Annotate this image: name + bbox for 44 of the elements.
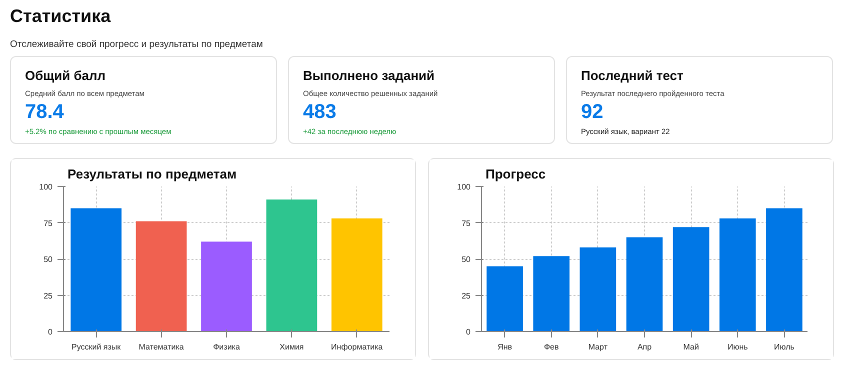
x-tick-label: Апр [637,342,652,352]
bar [70,208,122,332]
y-tick-label: 100 [39,182,54,192]
y-tick-label: 75 [462,218,472,228]
text: Последний тест [581,67,684,85]
x-tick-label: Физика [213,342,240,352]
bar [533,256,570,332]
x-tick-label: Фев [544,342,559,352]
x-tick-label: Март [588,342,608,352]
x-tick-label: Химия [280,342,304,352]
text: Отслеживайте свой прогресс и результаты по предметам [10,38,263,52]
y-tick-label: 50 [44,255,54,264]
bar [486,266,523,332]
text: Общий балл [25,67,106,85]
text: Статистика [10,5,112,28]
text: 483 [303,101,338,124]
bar [626,237,663,332]
bar [766,208,802,332]
bar [580,247,616,332]
bar [266,200,318,332]
text: Выполнено заданий [303,67,436,85]
y-tick-label: 25 [462,291,472,300]
y-tick-label: 0 [48,328,54,336]
x-tick-label: Русский язык [72,342,122,352]
bar [136,221,187,332]
y-tick-label: 75 [44,218,54,228]
y-tick-label: 25 [44,291,54,300]
bar [331,218,382,332]
text: 92 [581,101,604,124]
x-tick-label: Июль [774,342,794,352]
chart-title: Результаты по предметам [68,166,237,182]
text: 78.4 [25,101,65,124]
x-tick-label: Информатика [331,342,384,352]
y-tick-label: 0 [466,328,472,336]
bar [672,227,710,332]
chart-title: Прогресс [486,166,546,182]
x-tick-label: Янв [498,342,512,352]
bar [201,242,252,332]
y-tick-label: 50 [462,255,472,264]
x-tick-label: Май [683,342,699,352]
x-tick-label: Математика [138,342,184,352]
y-tick-label: 100 [457,182,472,192]
bar [719,218,756,332]
x-tick-label: Июнь [727,342,748,352]
